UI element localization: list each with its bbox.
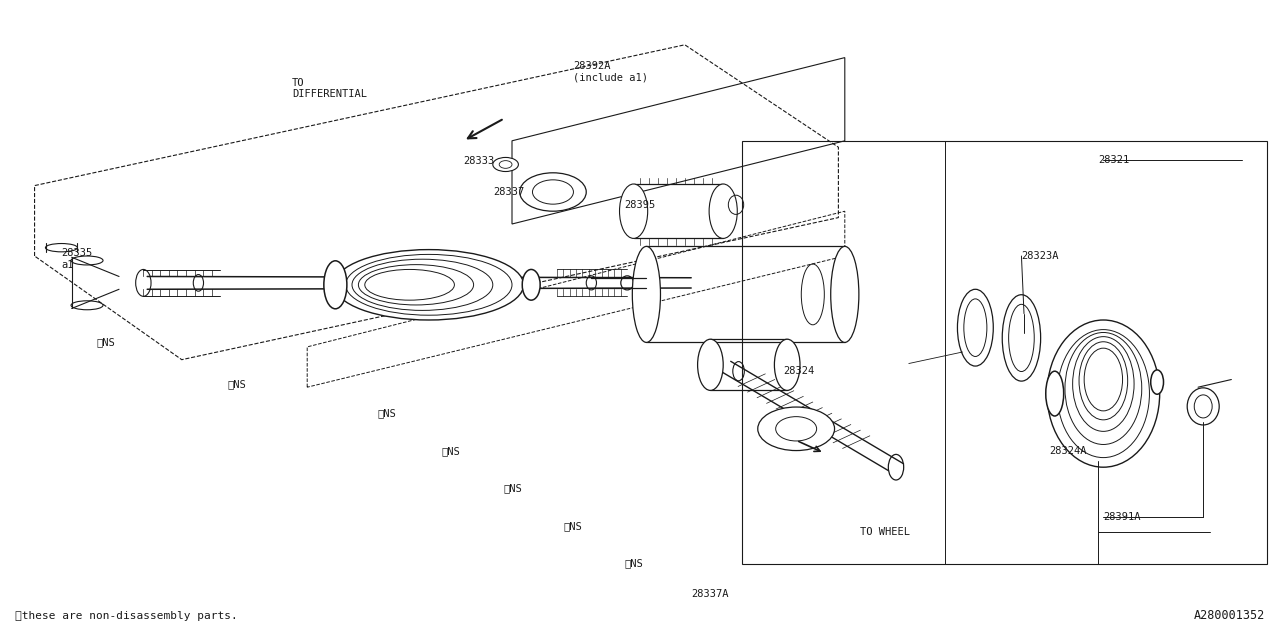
Ellipse shape xyxy=(1073,337,1134,431)
Text: ※NS: ※NS xyxy=(442,446,461,456)
Ellipse shape xyxy=(957,289,993,366)
Ellipse shape xyxy=(334,250,524,320)
Text: A280001352: A280001352 xyxy=(1193,609,1265,622)
Text: 28335
a1: 28335 a1 xyxy=(61,248,92,270)
Ellipse shape xyxy=(776,417,817,441)
Ellipse shape xyxy=(632,246,660,342)
Ellipse shape xyxy=(493,157,518,172)
Ellipse shape xyxy=(758,407,835,451)
Ellipse shape xyxy=(365,269,454,300)
Text: 28395: 28395 xyxy=(625,200,655,210)
Text: ※NS: ※NS xyxy=(563,521,582,531)
Text: 28323A: 28323A xyxy=(1021,251,1059,261)
Text: 28337: 28337 xyxy=(493,187,524,197)
Ellipse shape xyxy=(352,259,493,310)
Ellipse shape xyxy=(1002,294,1041,381)
Text: ※NS: ※NS xyxy=(503,483,522,493)
Ellipse shape xyxy=(358,264,474,305)
Ellipse shape xyxy=(1079,342,1128,420)
Ellipse shape xyxy=(1065,333,1142,444)
Ellipse shape xyxy=(620,184,648,239)
Ellipse shape xyxy=(1046,371,1064,416)
Text: ※NS: ※NS xyxy=(228,379,247,389)
Ellipse shape xyxy=(709,184,737,239)
Text: TO
DIFFERENTIAL: TO DIFFERENTIAL xyxy=(292,77,367,99)
Ellipse shape xyxy=(1151,370,1164,394)
Ellipse shape xyxy=(831,246,859,342)
Text: 28324: 28324 xyxy=(783,366,814,376)
Ellipse shape xyxy=(499,161,512,168)
Ellipse shape xyxy=(520,173,586,211)
Ellipse shape xyxy=(1194,395,1212,418)
Ellipse shape xyxy=(324,260,347,308)
Ellipse shape xyxy=(522,269,540,300)
Text: ※NS: ※NS xyxy=(378,408,397,418)
Text: 28391A: 28391A xyxy=(1103,512,1140,522)
Text: ※these are non-disassembly parts.: ※these are non-disassembly parts. xyxy=(15,611,238,621)
Ellipse shape xyxy=(964,299,987,356)
Ellipse shape xyxy=(774,339,800,390)
Ellipse shape xyxy=(1047,320,1160,467)
Ellipse shape xyxy=(532,180,573,204)
Text: 28324A: 28324A xyxy=(1050,446,1087,456)
Ellipse shape xyxy=(1084,348,1123,411)
Ellipse shape xyxy=(1187,388,1219,425)
Ellipse shape xyxy=(346,254,512,315)
Text: ※NS: ※NS xyxy=(96,337,115,348)
Text: ※NS: ※NS xyxy=(625,558,644,568)
Ellipse shape xyxy=(1057,330,1149,458)
Text: TO WHEEL: TO WHEEL xyxy=(860,527,910,538)
Ellipse shape xyxy=(1009,304,1034,371)
Text: 28321: 28321 xyxy=(1098,155,1129,165)
Ellipse shape xyxy=(698,339,723,390)
Text: 28392A
(include a1): 28392A (include a1) xyxy=(573,61,649,83)
Text: 28333: 28333 xyxy=(463,156,494,166)
Text: 28337A: 28337A xyxy=(691,589,728,599)
